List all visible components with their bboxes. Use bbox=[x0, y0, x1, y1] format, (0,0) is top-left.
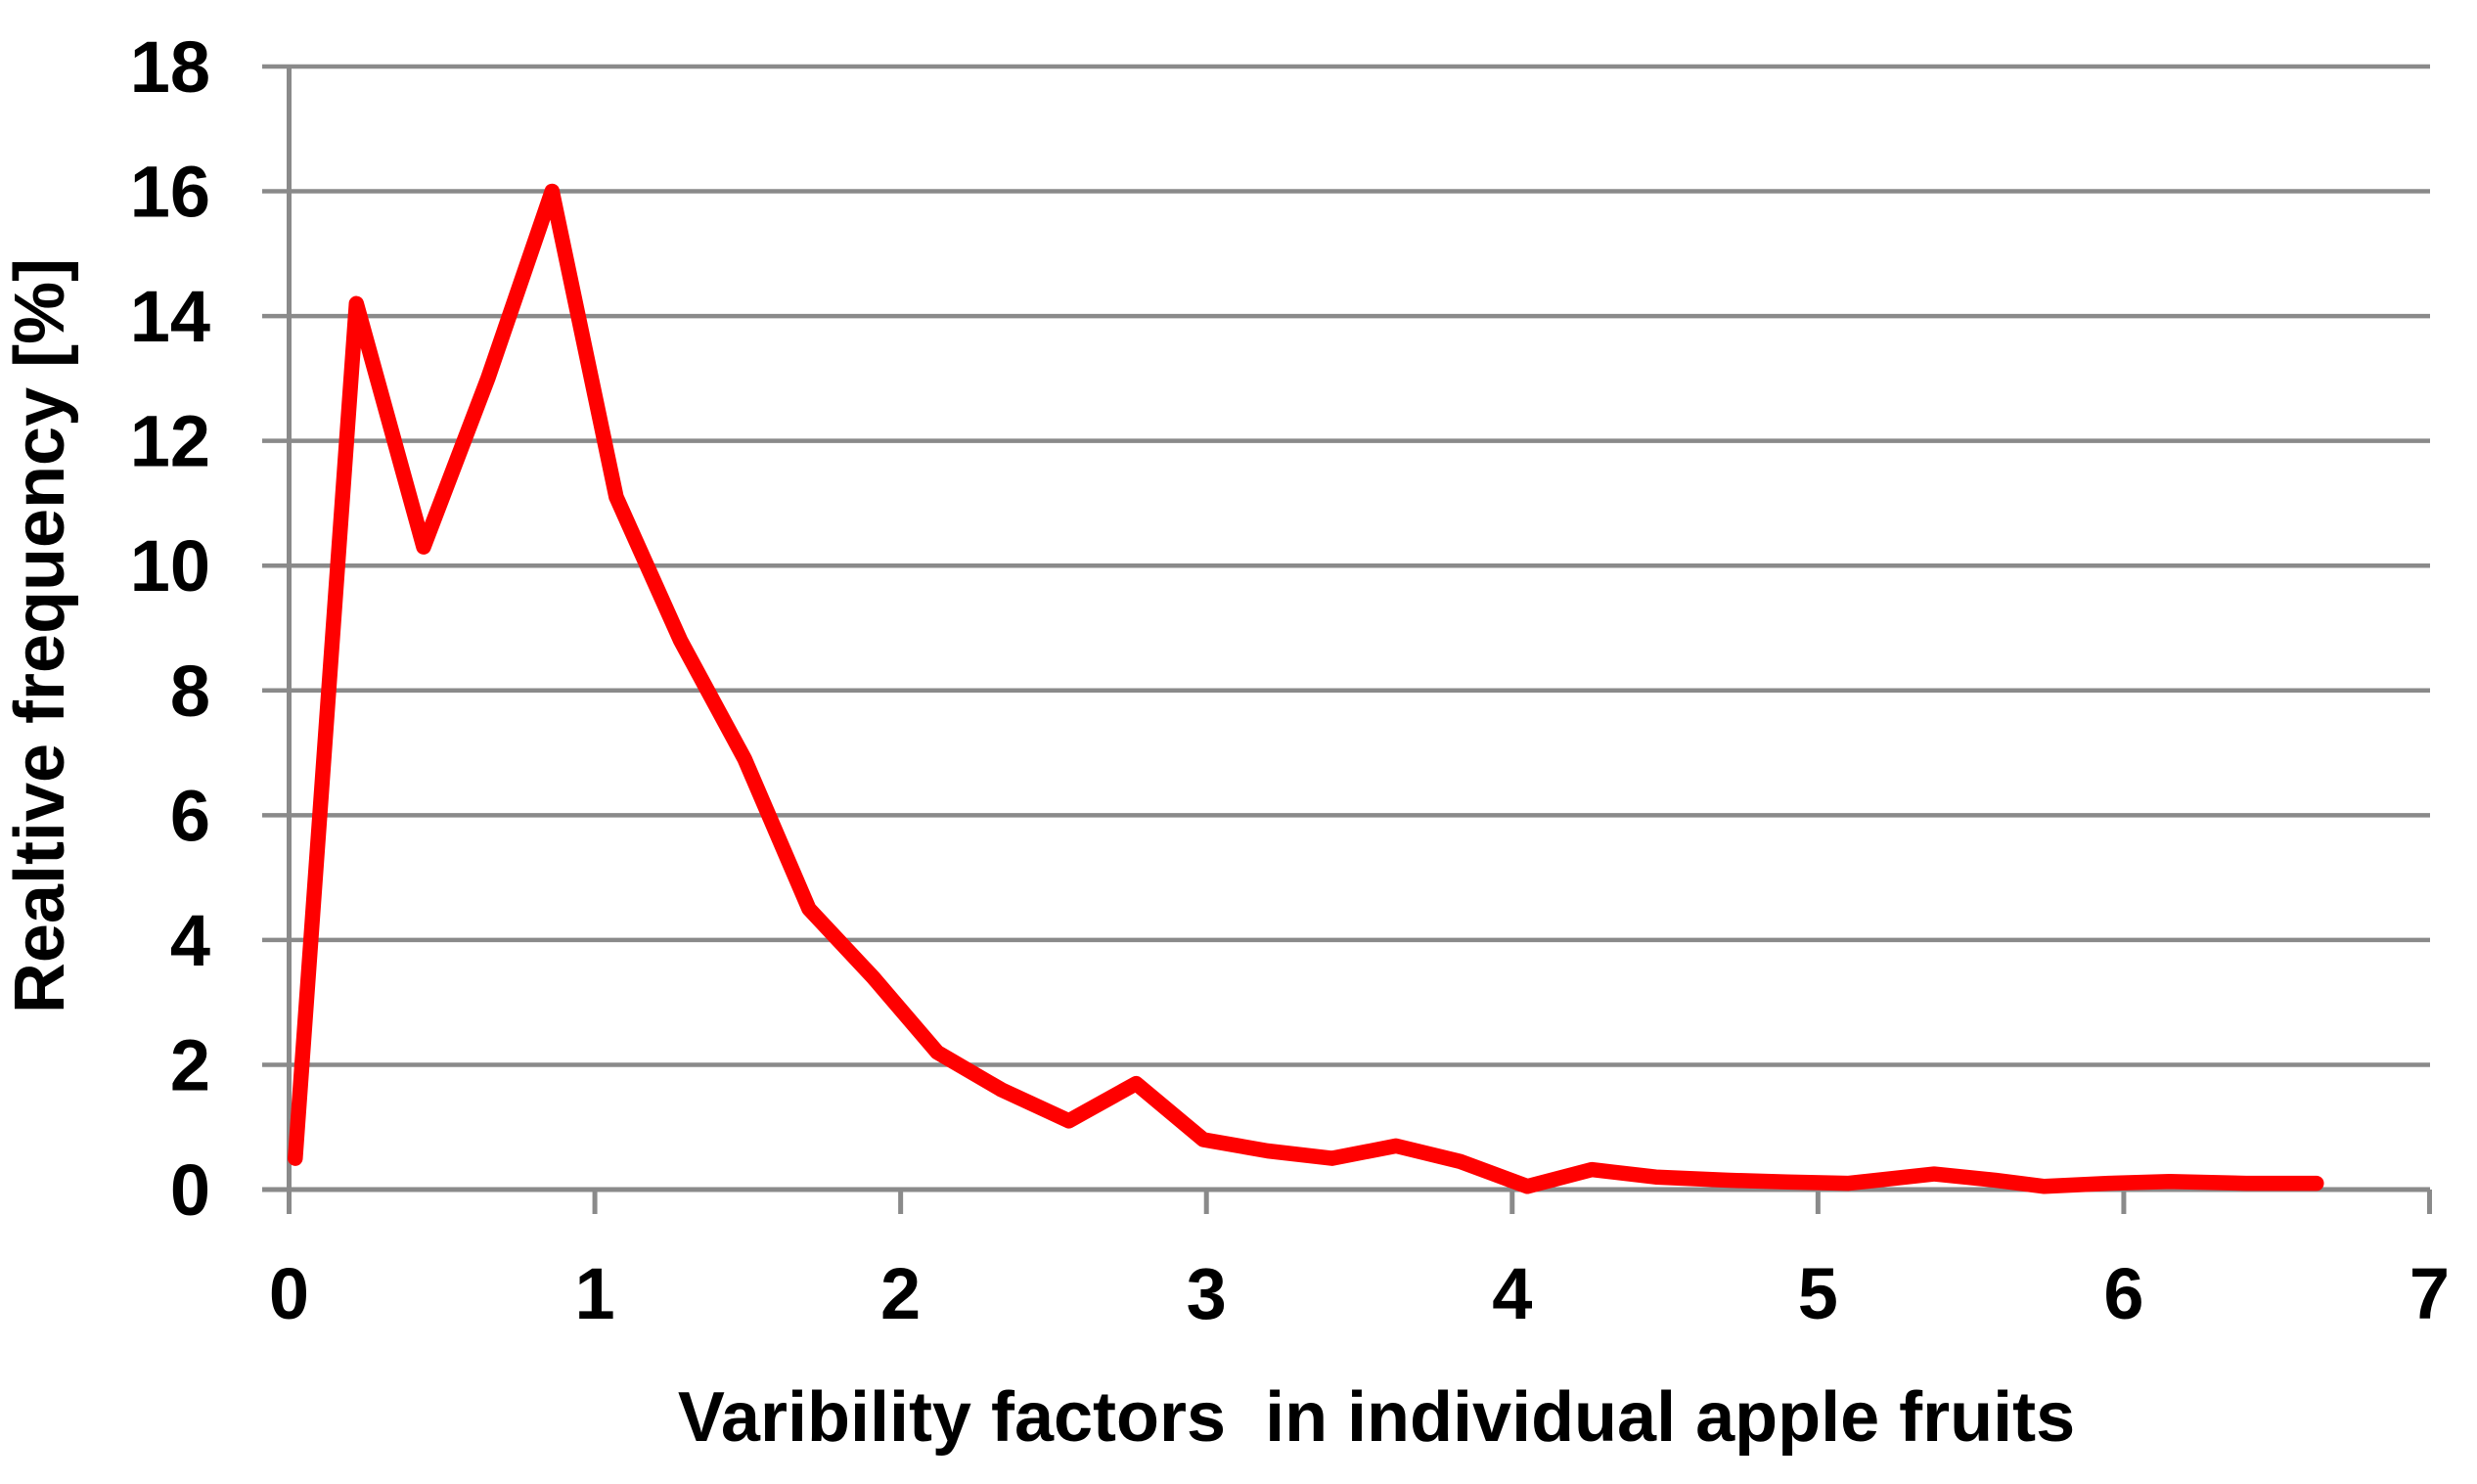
y-tick-label: 16 bbox=[130, 152, 210, 233]
y-tick-label: 10 bbox=[130, 525, 210, 607]
data-series-group bbox=[288, 183, 2324, 1194]
x-tick-label: 4 bbox=[1492, 1253, 1532, 1334]
y-tick-label: 0 bbox=[170, 1149, 210, 1231]
x-tick-label: 6 bbox=[2103, 1253, 2143, 1334]
y-tick-label: 8 bbox=[170, 651, 210, 732]
x-tick-label: 7 bbox=[2409, 1253, 2450, 1334]
x-tick-label: 2 bbox=[880, 1253, 921, 1334]
y-tick-label: 6 bbox=[170, 775, 210, 856]
x-tick-label: 1 bbox=[574, 1253, 614, 1334]
y-tick-label: 2 bbox=[170, 1024, 210, 1105]
y-tick-label: 12 bbox=[130, 401, 210, 482]
y-tick-label: 14 bbox=[130, 276, 210, 357]
x-tick-label: 5 bbox=[1798, 1253, 1838, 1334]
gridlines-group bbox=[262, 64, 2430, 1192]
y-axis-title: Realtive frequency [%] bbox=[1, 258, 79, 1013]
frequency-line bbox=[288, 183, 2324, 1194]
axes-group bbox=[262, 66, 2432, 1214]
x-tick-label: 0 bbox=[269, 1253, 309, 1334]
x-axis-title: Varibility factors in individual apple f… bbox=[678, 1378, 2075, 1457]
x-tick-label: 3 bbox=[1187, 1253, 1227, 1334]
y-tick-label: 4 bbox=[170, 900, 210, 981]
y-tick-label: 18 bbox=[130, 26, 210, 108]
